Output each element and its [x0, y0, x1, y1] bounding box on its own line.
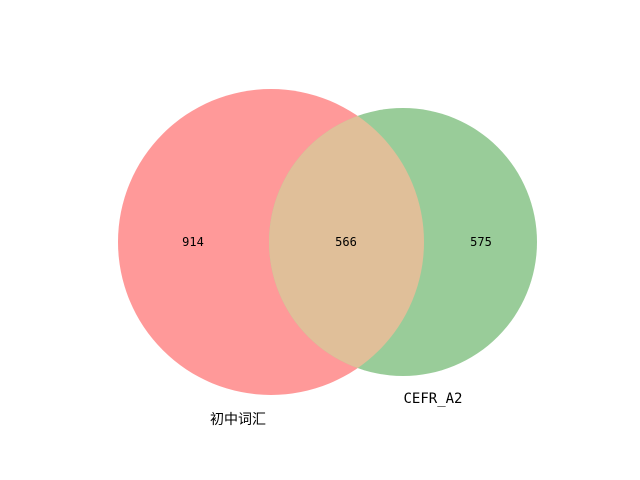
set-b-label: CEFR_A2	[403, 391, 462, 407]
intersection-region	[269, 108, 424, 376]
set-a-only-count: 914	[182, 235, 204, 249]
set-b-only-count: 575	[470, 235, 492, 249]
intersection-count: 566	[335, 235, 357, 249]
set-a-label: 初中词汇	[210, 411, 266, 428]
